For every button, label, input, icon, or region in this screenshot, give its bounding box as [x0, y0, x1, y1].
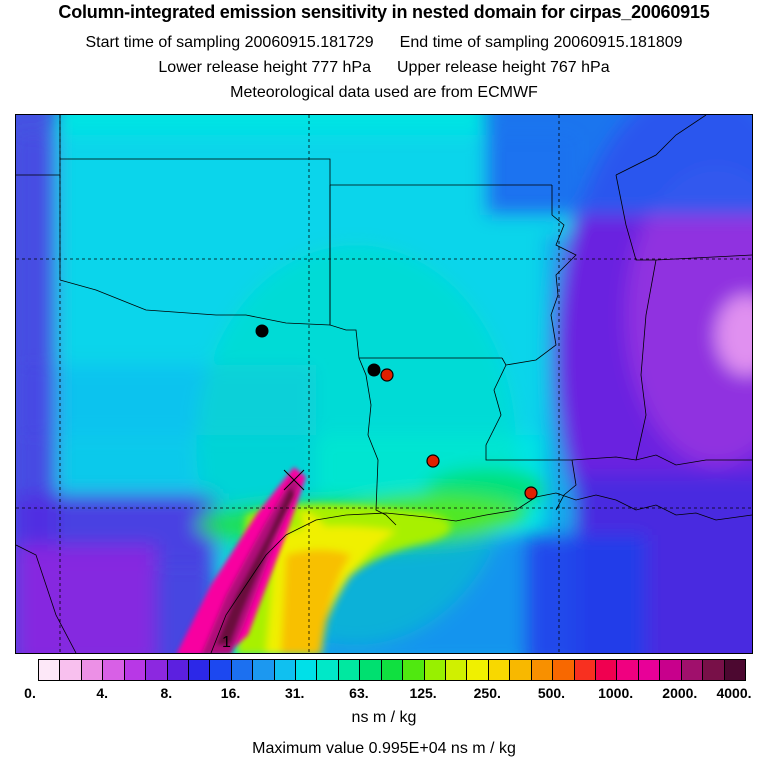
upper-release-label: Upper release height 767 hPa: [397, 59, 610, 76]
marker-black-1: [255, 324, 269, 338]
colorbar-tick-label: 63.: [349, 685, 369, 701]
colorbar-segment: [39, 660, 61, 680]
marker-red-3: [524, 486, 538, 500]
colorbar-segment: [188, 660, 211, 680]
colorbar-segment: [488, 660, 511, 680]
colorbar-segment: [210, 660, 232, 680]
political-boundaries: [16, 115, 752, 653]
colorbar-segment: [338, 660, 361, 680]
field-shading: [16, 115, 752, 653]
colorbar-tick-label: 500.: [537, 685, 566, 701]
graticule: [16, 115, 752, 653]
chart-title: Column-integrated emission sensitivity i…: [58, 2, 710, 22]
colorbar-tick-label: 2000.: [662, 685, 698, 701]
max-value-label: Maximum value 0.995E+04 ns m / kg: [252, 740, 516, 757]
lower-release-label: Lower release height 777 hPa: [158, 59, 371, 76]
release-band: [177, 467, 306, 653]
colorbar-tick-label: 250.: [473, 685, 501, 701]
colorbar-tick-label: 4000.: [716, 685, 752, 701]
map-canvas: 1: [16, 115, 752, 653]
release-number-label: 1: [222, 634, 231, 651]
colorbar-segment: [681, 660, 704, 680]
colorbar-segment: [574, 660, 596, 680]
marker-red-2: [426, 454, 440, 468]
colorbar-segment: [660, 660, 682, 680]
coastal-plume: [236, 503, 451, 653]
colorbar-segment: [124, 660, 147, 680]
colorbar-segment: [317, 660, 339, 680]
colorbar-tick-label: 16.: [220, 685, 241, 701]
colorbar-segment: [274, 660, 297, 680]
observation-markers: [255, 324, 538, 500]
colorbar-segment: [446, 660, 468, 680]
colorbar-segment: [231, 660, 254, 680]
colorbar-tick-label: 0.: [24, 685, 36, 701]
colorbar-segment: [381, 660, 404, 680]
colorbar-tick-label: 125.: [409, 685, 437, 701]
met-data-label: Meteorological data used are from ECMWF: [230, 84, 538, 101]
colorbar-segment: [467, 660, 489, 680]
colorbar-segment: [360, 660, 382, 680]
sensitivity-map: 1: [15, 114, 753, 654]
colorbar-segment: [60, 660, 82, 680]
colorbar-segment: [403, 660, 425, 680]
colorbar-unit: ns m / kg: [351, 709, 417, 726]
colorbar-tick-label: 1000.: [598, 685, 634, 701]
colorbar-segment: [424, 660, 447, 680]
colorbar: [38, 659, 746, 681]
colorbar-segment: [146, 660, 168, 680]
sampling-times-line: Start time of sampling 20060915.181729 En…: [0, 34, 768, 52]
release-heights-line: Lower release height 777 hPa Upper releas…: [0, 59, 768, 77]
start-time-label: Start time of sampling 20060915.181729: [85, 34, 374, 51]
colorbar-segment: [703, 660, 725, 680]
colorbar-segment: [167, 660, 189, 680]
colorbar-segment: [724, 660, 745, 680]
colorbar-tick-label: 4.: [96, 685, 109, 701]
colorbar-ticks: 0. 4. 8. 16. 31. 63. 125. 250. 500. 1000. 2000. 400…: [0, 685, 768, 705]
colorbar-segment: [81, 660, 104, 680]
colorbar-tick-label: 31.: [284, 685, 305, 701]
colorbar-tick-label: 8.: [160, 685, 173, 701]
colorbar-segment: [531, 660, 554, 680]
marker-red-1: [380, 368, 394, 382]
end-time-label: End time of sampling 20060915.181809: [399, 34, 683, 51]
colorbar-segment: [510, 660, 532, 680]
marker-black-2: [367, 363, 381, 377]
colorbar-segment: [638, 660, 661, 680]
colorbar-segment: [617, 660, 639, 680]
colorbar-segment: [296, 660, 318, 680]
release-point-cross: [283, 469, 305, 491]
colorbar-segment: [253, 660, 275, 680]
colorbar-segment: [553, 660, 575, 680]
colorbar-segment: [595, 660, 618, 680]
colorbar-segment: [103, 660, 125, 680]
